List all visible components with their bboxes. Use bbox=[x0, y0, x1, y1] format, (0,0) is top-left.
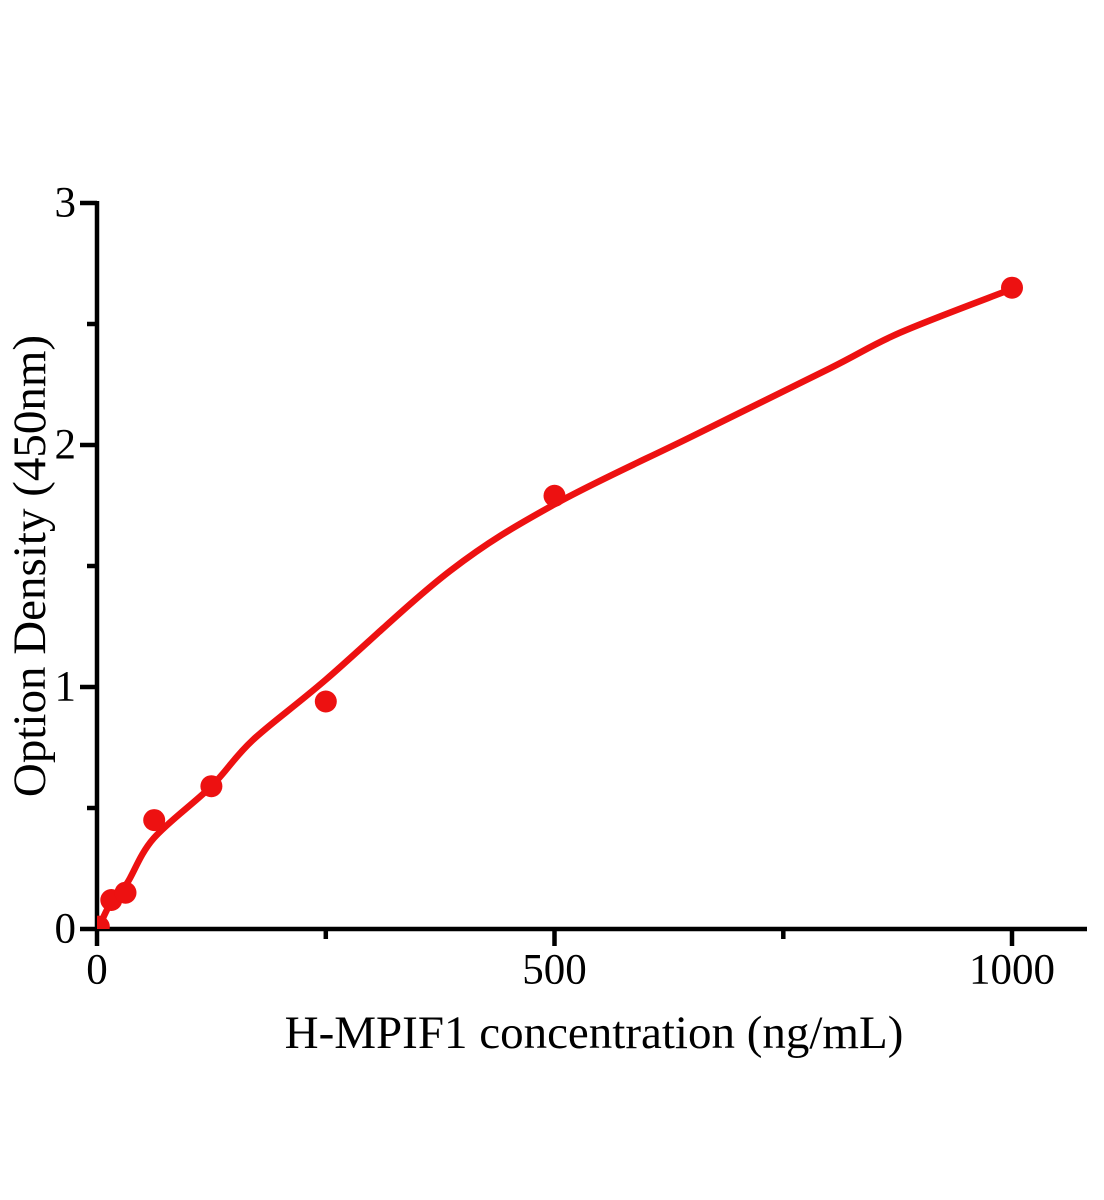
y-tick-label-2: 2 bbox=[55, 422, 77, 469]
y-tick-label-0: 0 bbox=[55, 906, 77, 953]
y-tick-label-1: 1 bbox=[55, 664, 77, 711]
x-tick-label-500: 500 bbox=[522, 947, 587, 994]
y-tick-label-3: 3 bbox=[55, 180, 77, 227]
axes bbox=[94, 201, 1087, 932]
x-tick-label-1000: 1000 bbox=[969, 947, 1055, 994]
x-axis-title: H-MPIF1 concentration (ng/mL) bbox=[285, 1007, 904, 1059]
data-point-marker-x125 bbox=[200, 775, 223, 798]
data-point-marker-x62.5 bbox=[143, 809, 166, 832]
data-point-marker-x31.2 bbox=[114, 881, 137, 904]
data-point-marker-x1000 bbox=[1001, 276, 1023, 299]
x-tick-label-0: 0 bbox=[86, 947, 108, 994]
data-point-marker-x250 bbox=[314, 690, 337, 713]
axis-tick-labels: 0 500 1000 0 1 2 3 bbox=[55, 180, 1056, 994]
data-series bbox=[97, 276, 1023, 929]
fit-curve-line bbox=[97, 285, 1016, 929]
y-axis-title: Option Density (450nm) bbox=[4, 335, 56, 797]
data-point-marker-x500 bbox=[543, 484, 566, 507]
data-point-marker-x2 bbox=[97, 915, 110, 929]
axis-ticks bbox=[80, 200, 1015, 946]
